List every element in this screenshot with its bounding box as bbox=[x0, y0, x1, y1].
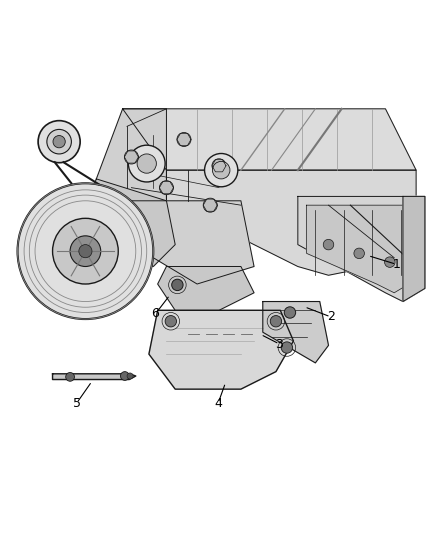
Circle shape bbox=[270, 316, 282, 327]
Circle shape bbox=[79, 245, 92, 258]
Polygon shape bbox=[149, 310, 293, 389]
Circle shape bbox=[205, 154, 238, 187]
Circle shape bbox=[53, 135, 65, 148]
Circle shape bbox=[159, 181, 173, 195]
Polygon shape bbox=[403, 197, 425, 302]
Circle shape bbox=[70, 236, 101, 266]
Polygon shape bbox=[123, 109, 416, 170]
Polygon shape bbox=[263, 302, 328, 363]
Polygon shape bbox=[298, 197, 425, 302]
Text: 1: 1 bbox=[392, 258, 400, 271]
Circle shape bbox=[127, 373, 133, 379]
Text: 6: 6 bbox=[152, 308, 159, 320]
Circle shape bbox=[281, 342, 293, 353]
Polygon shape bbox=[123, 201, 254, 284]
Circle shape bbox=[212, 161, 230, 179]
Circle shape bbox=[53, 219, 118, 284]
Text: 2: 2 bbox=[327, 310, 335, 324]
Ellipse shape bbox=[32, 222, 43, 246]
Circle shape bbox=[47, 130, 71, 154]
Polygon shape bbox=[307, 205, 416, 293]
Circle shape bbox=[385, 257, 395, 268]
Circle shape bbox=[128, 145, 165, 182]
Text: 3: 3 bbox=[276, 337, 283, 351]
Circle shape bbox=[165, 316, 177, 327]
Polygon shape bbox=[96, 109, 166, 223]
Text: 5: 5 bbox=[73, 397, 81, 410]
Circle shape bbox=[66, 373, 74, 381]
Circle shape bbox=[203, 198, 217, 212]
Circle shape bbox=[38, 120, 80, 163]
Circle shape bbox=[177, 133, 191, 147]
Polygon shape bbox=[166, 170, 416, 275]
Text: 4: 4 bbox=[214, 397, 222, 410]
Polygon shape bbox=[88, 179, 175, 266]
Circle shape bbox=[212, 159, 226, 173]
Polygon shape bbox=[35, 223, 88, 245]
Circle shape bbox=[137, 154, 156, 173]
Polygon shape bbox=[158, 266, 254, 310]
Circle shape bbox=[354, 248, 364, 259]
Circle shape bbox=[120, 372, 129, 381]
Polygon shape bbox=[53, 374, 136, 379]
Circle shape bbox=[18, 183, 153, 319]
Circle shape bbox=[284, 307, 296, 318]
Circle shape bbox=[172, 279, 183, 290]
Circle shape bbox=[323, 239, 334, 250]
Circle shape bbox=[124, 150, 138, 164]
